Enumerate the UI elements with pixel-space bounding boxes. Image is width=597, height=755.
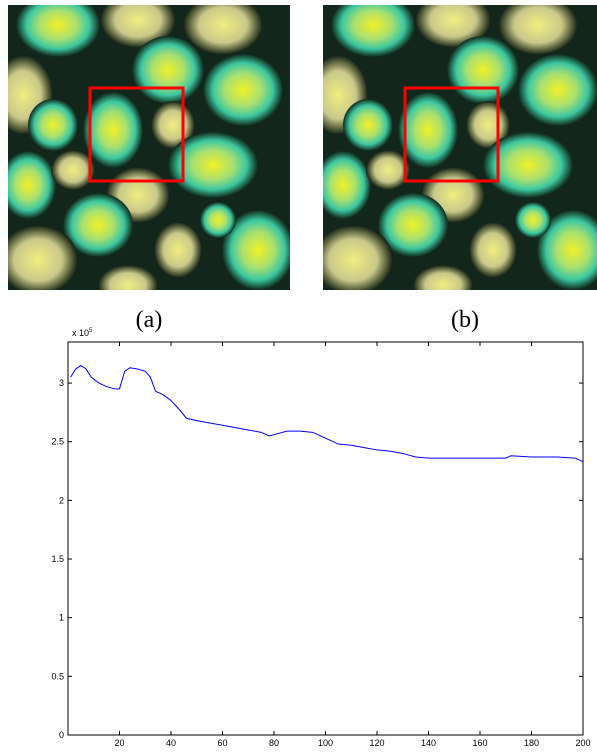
x-tick-label: 120	[369, 738, 384, 748]
x-tick-label: 140	[421, 738, 436, 748]
x-tick-label: 40	[166, 738, 176, 748]
caption: (b)	[451, 307, 479, 333]
y-tick-label: 0	[59, 730, 64, 740]
y-tick-label: 2.5	[51, 437, 64, 447]
data-line	[70, 364, 584, 463]
plot-frame	[67, 341, 584, 736]
axis-multiplier: x 105	[72, 328, 93, 338]
x-tick-label: 100	[318, 738, 333, 748]
texture-image-a	[0, 0, 294, 305]
x-tick-label: 160	[472, 738, 487, 748]
texture-image-b	[308, 0, 597, 305]
x-tick-label: 80	[269, 738, 279, 748]
y-tick-label: 0.5	[51, 671, 64, 681]
y-tick-label: 2	[59, 495, 64, 505]
y-tick-label: 1.5	[51, 554, 64, 564]
x-tick-label: 200	[575, 738, 590, 748]
x-tick-label: 180	[524, 738, 539, 748]
y-tick-label: 1	[59, 613, 64, 623]
x-tick-label: 20	[114, 738, 124, 748]
caption: (a)	[136, 307, 163, 333]
y-tick-label: 3	[59, 378, 64, 388]
x-tick-label: 60	[217, 738, 227, 748]
